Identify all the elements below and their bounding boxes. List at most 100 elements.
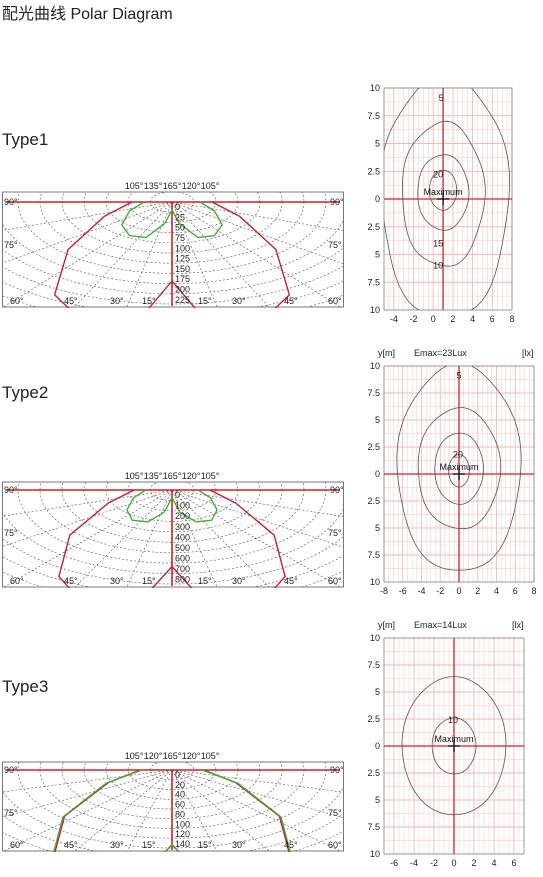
isolux-y-tick: 7.5 (367, 111, 380, 121)
polar-side-label-left-75: 75° (4, 808, 18, 818)
isolux-y-tick: 7.5 (367, 388, 380, 398)
isolux-x-tick: -6 (399, 586, 407, 596)
polar-bottom-angle-label: 30° (110, 576, 124, 586)
polar-radial-label: 150 (175, 264, 190, 274)
polar-side-label-left: 90° (4, 485, 18, 495)
polar-spoke (3, 489, 173, 547)
polar-radial-label: 800 (175, 575, 190, 585)
isolux-contour (428, 169, 458, 211)
polar-top-angle-label: 165° (163, 181, 182, 191)
isolux-y-tick: 0 (375, 741, 380, 751)
isolux-x-tick: -4 (410, 858, 418, 868)
polar-side-label-right: 90° (330, 485, 344, 495)
isolux-contour (384, 88, 511, 310)
isolux-x-tick: 0 (431, 314, 436, 324)
isolux-diagram-3: 10 Maximum 10 7.5 5 2.5 0 2.5 5 7.5 10 -6 -4 -2 0 2 4 6 y[… (360, 616, 530, 877)
isolux-x-tick: -2 (430, 858, 438, 868)
polar-bottom-angle-label: 60° (10, 576, 24, 586)
isolux-unit-label: [lx] (512, 620, 524, 630)
polar-top-angle-label: 105° (201, 471, 220, 481)
isolux-y-tick: 2.5 (367, 222, 380, 232)
polar-top-angle-label: 165° (163, 471, 182, 481)
isolux-y-tick: 10 (370, 361, 380, 371)
polar-radial-label: 300 (175, 522, 190, 532)
isolux-y-tick: 7.5 (367, 660, 380, 670)
polar-ring (3, 813, 343, 851)
polar-radial-label: 50 (175, 223, 185, 233)
polar-bottom-angle-label: 15° (142, 576, 156, 586)
polar-ring (3, 555, 343, 587)
type2-label: Type2 (2, 383, 49, 402)
polar-side-label-right-75: 75° (328, 240, 342, 250)
isolux-x-tick: 6 (490, 314, 495, 324)
polar-top-angle-label: 105° (125, 471, 144, 481)
polar-spoke (171, 489, 341, 587)
isolux-y-tick: 2.5 (367, 768, 380, 778)
polar-bottom-angle-label: 15° (198, 296, 212, 306)
isolux-y-tick: 10 (370, 849, 380, 859)
polar-spoke (171, 201, 343, 264)
isolux-contour-label: 10 (448, 715, 458, 725)
isolux-y-tick: 2.5 (367, 166, 380, 176)
polar-chart-type2: 105° 135° 165° 120° 105°90° 90°75° 75°60° 45° 30… (2, 471, 344, 615)
isolux-contour-label: 20 (433, 170, 443, 180)
polar-radial-label: 60 (175, 800, 185, 810)
polar-top-angle-label: 120° (144, 751, 163, 761)
polar-radial-label: 700 (175, 564, 190, 574)
isolux-y-tick: 7.5 (367, 822, 380, 832)
polar-chart-type1: 105° 135° 165° 120° 105°90° 90°75° 75°60° 45° 30… (2, 181, 344, 335)
polar-radial-label: 0 (175, 770, 180, 780)
polar-radial-label: 225 (175, 295, 190, 305)
isolux-y-axis-label: y[m] (378, 348, 395, 358)
polar-top-angle-label: 105° (125, 751, 144, 761)
page-title: 配光曲线 Polar Diagram (2, 6, 173, 23)
polar-radial-label: 100 (175, 501, 190, 511)
isolux-y-tick: 10 (370, 83, 380, 93)
polar-curve-red (53, 201, 291, 335)
isolux-y-tick: 7.5 (367, 550, 380, 560)
isolux-y-tick: 2.5 (367, 714, 380, 724)
isolux-y-tick: 10 (370, 305, 380, 315)
isolux-x-tick: 6 (513, 586, 518, 596)
polar-top-angle-label: 105° (201, 751, 220, 761)
polar-spoke (3, 201, 173, 307)
polar-radial-label: 400 (175, 532, 190, 542)
polar-ring (3, 265, 343, 305)
polar-ring (3, 294, 343, 307)
isolux-contour (434, 432, 484, 505)
type3-label: Type3 (2, 677, 49, 696)
type1-label: Type1 (2, 130, 49, 149)
isolux-x-tick: 4 (491, 858, 496, 868)
polar-radial-label: 125 (175, 254, 190, 264)
isolux-contour (396, 366, 522, 571)
isolux-y-tick: 2.5 (367, 442, 380, 452)
polar-curve-green (126, 489, 218, 523)
isolux-x-tick: 0 (456, 586, 461, 596)
maximum-label: Maximum (424, 187, 463, 197)
polar-bottom-angle-label: 30° (110, 296, 124, 306)
polar-spoke (3, 769, 173, 818)
polar-curve-green (121, 201, 223, 239)
polar-side-label-left: 90° (4, 765, 18, 775)
isolux-y-tick: 5 (375, 139, 380, 149)
isolux-y-tick: 7.5 (367, 277, 380, 287)
isolux-x-tick: -2 (410, 314, 418, 324)
isolux-x-tick: 8 (531, 586, 536, 596)
maximum-label: Maximum (439, 462, 478, 472)
isolux-emax-label: Emax=23Lux (414, 348, 467, 358)
polar-bottom-angle-label: 30° (110, 840, 124, 850)
isolux-y-tick: 5 (375, 795, 380, 805)
polar-top-angle-label: 105° (201, 181, 220, 191)
isolux-y-tick: 10 (370, 577, 380, 587)
polar-bottom-angle-label: 30° (232, 840, 246, 850)
isolux-y-tick: 0 (375, 194, 380, 204)
polar-diagram-2: 105° 135° 165° 120° 105° 90° 90° 75° 75° 60° 45° 30… (2, 470, 344, 615)
polar-spoke (171, 489, 343, 517)
polar-curve-red (58, 489, 286, 615)
polar-spoke (171, 489, 343, 548)
polar-side-label-right: 90° (330, 197, 344, 207)
polar-spoke (74, 201, 173, 307)
polar-radial-label: 100 (175, 243, 190, 253)
polar-bottom-angle-label: 45° (284, 296, 298, 306)
